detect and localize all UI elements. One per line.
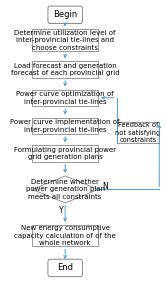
- Text: Begin: Begin: [53, 10, 77, 19]
- Bar: [32, 29, 98, 51]
- Text: New energy consumptive
capacity calculation of of the
whole network: New energy consumptive capacity calculat…: [14, 225, 116, 246]
- Text: Load forecast and generation
forecast of each provincial grid: Load forecast and generation forecast of…: [11, 63, 119, 76]
- FancyBboxPatch shape: [48, 6, 82, 23]
- Text: N: N: [102, 182, 108, 191]
- Text: Determine whether
power generation plan
meets all constraints: Determine whether power generation plan …: [26, 179, 105, 200]
- Bar: [32, 61, 98, 78]
- Bar: [117, 122, 159, 143]
- Text: Power curve implementation of
inter-provincial tie-lines: Power curve implementation of inter-prov…: [10, 119, 120, 133]
- Text: End: End: [57, 263, 73, 272]
- Text: Y: Y: [59, 206, 64, 215]
- Text: Determine utilization level of
inter-provincial tie-lines and
choose constraints: Determine utilization level of inter-pro…: [14, 30, 116, 51]
- Bar: [32, 89, 98, 106]
- Text: Formulating provincial power
grid generation plans: Formulating provincial power grid genera…: [14, 147, 116, 160]
- Polygon shape: [32, 176, 98, 203]
- Text: Feedback of
not satisfying
constraints: Feedback of not satisfying constraints: [115, 122, 161, 143]
- FancyBboxPatch shape: [48, 259, 82, 277]
- Bar: [32, 225, 98, 247]
- Bar: [32, 118, 98, 134]
- Bar: [32, 145, 98, 162]
- Text: Power curve optimization of
inter-provincial tie-lines: Power curve optimization of inter-provin…: [16, 91, 114, 104]
